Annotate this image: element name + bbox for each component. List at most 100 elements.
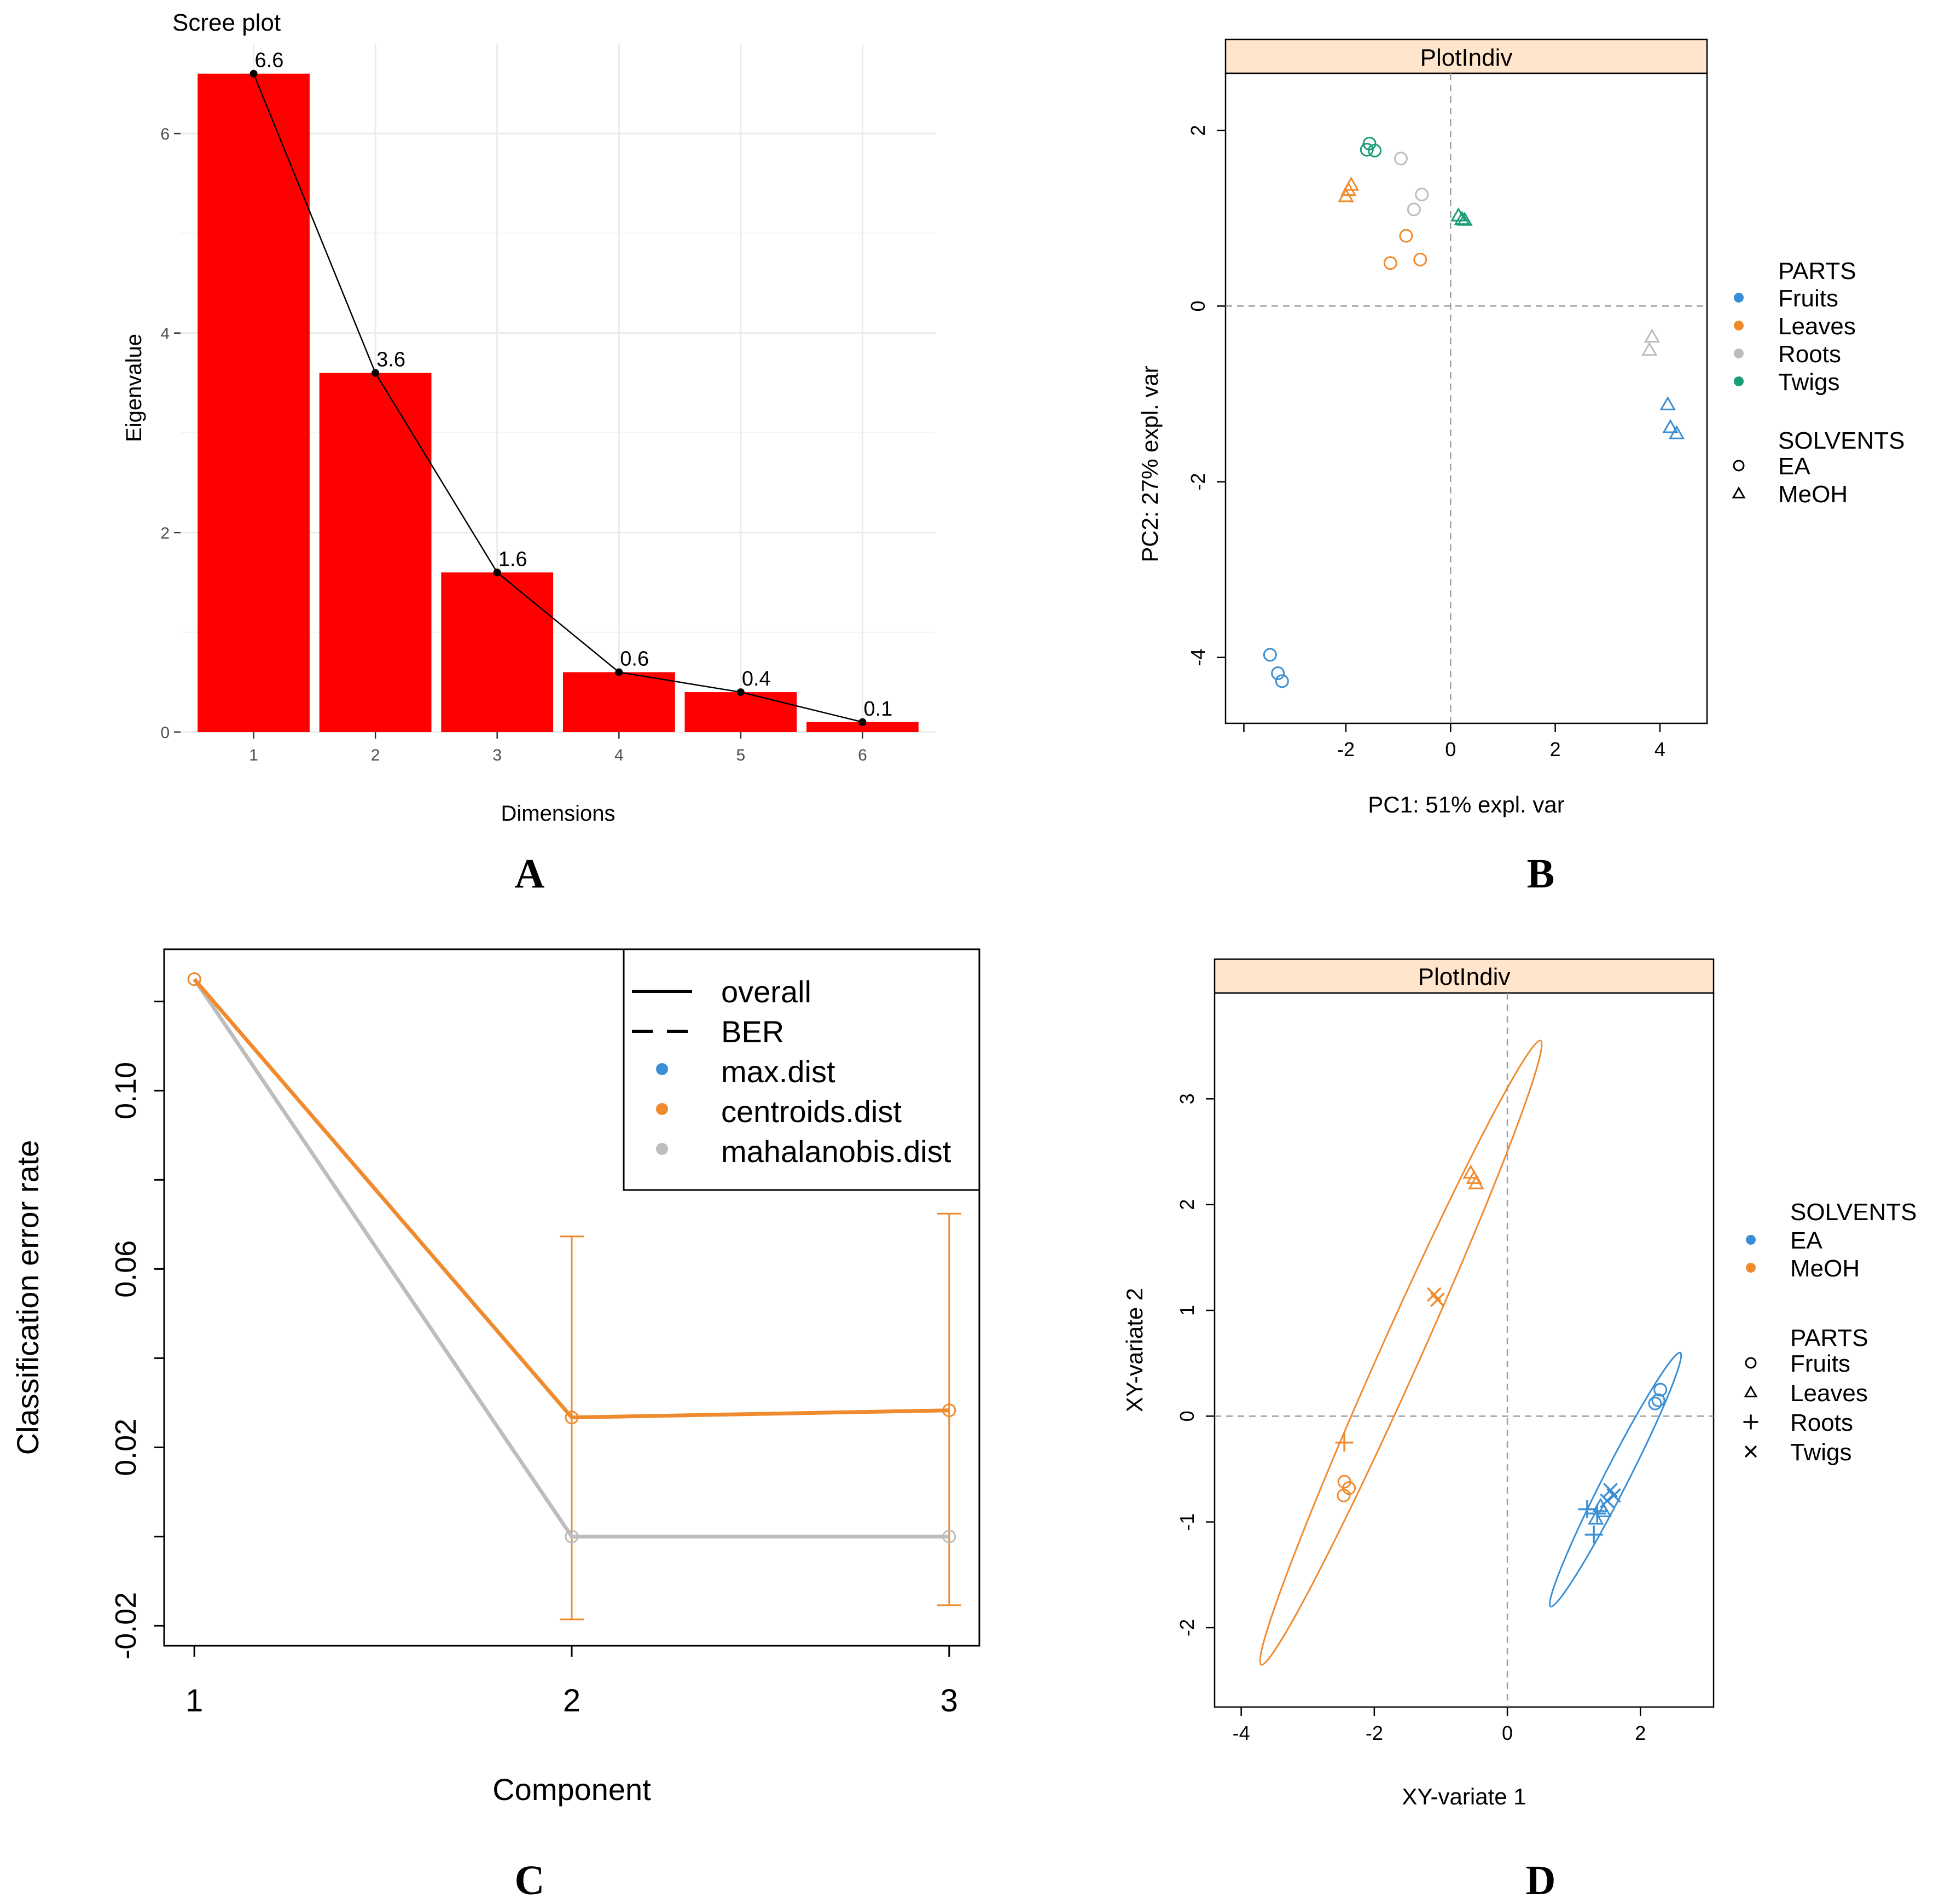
legend-label-twigs: Twigs — [1790, 1439, 1851, 1466]
point-ea-cross — [1606, 1488, 1621, 1503]
point-ea-circle — [1648, 1396, 1662, 1410]
eigenvalue-point — [249, 69, 258, 78]
series-point-centroids-dist — [187, 972, 201, 986]
legend-key-dot — [656, 1143, 668, 1155]
x-tick-label: 0 — [1502, 1722, 1513, 1744]
x-tick-label: 1 — [185, 1683, 203, 1719]
bar-dim-4 — [562, 672, 675, 732]
legend-label: BER — [721, 1014, 784, 1049]
y-tick-label: 0 — [1176, 1410, 1198, 1421]
eigenvalue-point — [371, 369, 380, 377]
legend-swatch-meoh — [1746, 1263, 1756, 1273]
point-roots-triangle — [1644, 328, 1661, 343]
eigenvalue-point — [858, 718, 867, 726]
y-tick-label: 2 — [1187, 125, 1209, 136]
legend-shape-fruits — [1745, 1357, 1757, 1369]
y-tick-label: -1 — [1176, 1513, 1198, 1531]
legend-label-leaves: Leaves — [1790, 1380, 1868, 1407]
point-leaves-triangle — [1338, 188, 1354, 202]
point-twigs-circle — [1360, 143, 1374, 157]
x-tick-label: -4 — [1233, 1722, 1250, 1744]
data-label: 0.4 — [742, 667, 771, 690]
y-tick-label: 4 — [160, 325, 170, 343]
panel-letter-d: D — [1526, 1857, 1556, 1903]
x-tick-label: 2 — [563, 1683, 580, 1719]
y-tick-label: 0.02 — [109, 1419, 142, 1476]
legend-label-fruits: Fruits — [1778, 285, 1838, 312]
legend-label: centroids.dist — [721, 1094, 902, 1129]
legend-label-meoh: MeOH — [1778, 481, 1848, 508]
bar-dim-2 — [319, 373, 432, 732]
point-fruits-triangle — [1668, 425, 1685, 439]
x-tick-label: 4 — [614, 746, 624, 764]
bar-dim-6 — [806, 722, 919, 732]
point-twigs-triangle — [1454, 211, 1471, 225]
point-leaves-circle — [1383, 256, 1397, 270]
legend-label-ea: EA — [1778, 453, 1810, 480]
legend-swatch-roots — [1734, 349, 1744, 358]
eigenvalue-point — [736, 688, 745, 696]
y-tick-label: 0 — [160, 724, 170, 742]
x-tick-label: 5 — [736, 746, 746, 764]
y-tick-label: 2 — [1176, 1199, 1198, 1210]
legend: overall BER max.dist centroids.dist mahalano… — [623, 948, 980, 1191]
legend-shape-roots — [1743, 1414, 1758, 1430]
legend-label: overall — [721, 974, 811, 1009]
legend-label-leaves: Leaves — [1778, 313, 1856, 340]
series-point-centroids-dist — [565, 1410, 579, 1425]
x-tick-label: 2 — [371, 746, 380, 764]
strip-title: PlotIndiv — [1420, 44, 1513, 71]
x-axis-title: Dimensions — [501, 802, 616, 826]
legend-label-ea: EA — [1790, 1227, 1822, 1254]
x-tick-label: 4 — [1654, 738, 1665, 761]
legend-box — [623, 948, 980, 1191]
legend-title-parts: PARTS — [1790, 1325, 1868, 1351]
x-axis-title: XY-variate 1 — [1402, 1784, 1526, 1809]
series-point-centroids-dist — [942, 1403, 956, 1418]
x-tick-label: 2 — [1635, 1722, 1646, 1744]
point-roots-triangle — [1641, 341, 1658, 356]
legend-shape-leaves — [1744, 1385, 1758, 1397]
eigenvalue-point — [615, 668, 623, 676]
point-meoh-cross — [1430, 1292, 1445, 1308]
x-tick-label: -2 — [1366, 1722, 1383, 1744]
x-axis-title: Component — [492, 1772, 651, 1807]
legend-swatch-ea — [1746, 1235, 1756, 1245]
point-meoh-triangle — [1466, 1170, 1482, 1184]
y-tick-label: 2 — [160, 524, 170, 542]
point-roots-circle — [1415, 188, 1429, 202]
bar-dim-3 — [441, 572, 554, 732]
y-axis-title: Classification error rate — [10, 1140, 45, 1455]
y-tick-label: 6 — [160, 125, 170, 143]
legend-key-dot — [656, 1103, 668, 1115]
legend-label: mahalanobis.dist — [721, 1134, 951, 1169]
series-line-centroids-dist — [193, 978, 949, 1420]
data-label: 0.6 — [620, 648, 649, 671]
point-fruits-circle — [1275, 674, 1289, 688]
legend-shape-ea — [1733, 460, 1745, 472]
legend-shape-twigs — [1744, 1445, 1757, 1458]
y-tick-label: 0.10 — [109, 1062, 142, 1119]
point-leaves-circle — [1413, 252, 1427, 266]
x-tick-label: 2 — [1550, 738, 1561, 761]
point-meoh-triangle — [1468, 1175, 1484, 1189]
y-axis-title: XY-variate 2 — [1122, 1288, 1147, 1412]
x-tick-label: 6 — [858, 746, 867, 764]
x-axis-title: PC1: 51% expl. var — [1368, 792, 1565, 817]
panel-letter-b: B — [1527, 851, 1555, 897]
y-tick-label: -0.02 — [109, 1592, 142, 1659]
legend-label-roots: Roots — [1790, 1409, 1853, 1436]
x-tick-label: 0 — [1445, 738, 1456, 761]
point-ea-plus — [1578, 1500, 1597, 1518]
confidence-ellipse-meoh — [1259, 1040, 1543, 1666]
point-twigs-circle — [1368, 143, 1382, 158]
panel-letter-a: A — [515, 851, 545, 897]
strip-header — [1224, 38, 1708, 74]
y-axis-title: PC2: 27% expl. var — [1137, 365, 1163, 562]
legend-swatch-leaves — [1734, 321, 1744, 330]
eigenvalue-point — [493, 568, 501, 577]
legend-title-solvents: SOLVENTS — [1778, 427, 1905, 454]
point-meoh-plus — [1335, 1433, 1354, 1452]
panel-c-error-rate-plot: -0.02 0.02 0.06 0.10 1 2 3 Component Classificat… — [10, 948, 980, 1807]
